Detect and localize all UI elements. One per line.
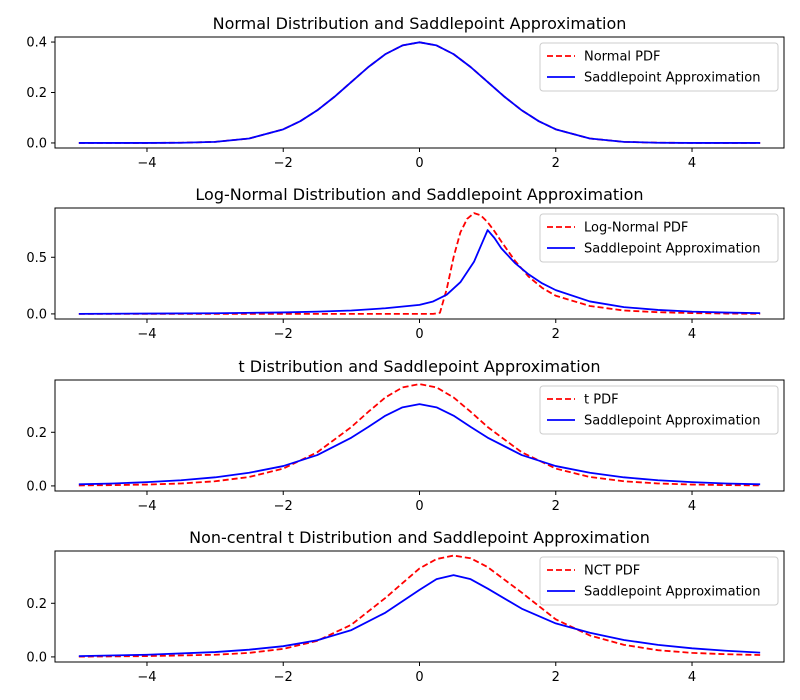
x-tick-label: −2 — [274, 156, 293, 171]
y-tick-label: 0.2 — [26, 86, 47, 101]
subplot-title: Non-central t Distribution and Saddlepoi… — [189, 528, 650, 547]
legend: t PDF Saddlepoint Approximation — [539, 385, 779, 435]
x-tick-label: 0 — [415, 670, 423, 685]
legend-label: Log-Normal PDF — [584, 221, 688, 236]
y-tick-label: 0.0 — [26, 307, 47, 322]
subplot-title: t Distribution and Saddlepoint Approxima… — [238, 357, 600, 376]
x-tick-label: 0 — [415, 156, 423, 171]
y-tick-label: 0.2 — [26, 597, 47, 612]
series-line-1 — [78, 383, 761, 487]
legend-label: Normal PDF — [584, 50, 661, 65]
x-tick-label: −4 — [137, 499, 156, 514]
x-tick-label: 4 — [688, 499, 696, 514]
y-tick-label: 0.0 — [26, 479, 47, 494]
x-tick-label: −2 — [274, 327, 293, 342]
series-line-2 — [78, 403, 761, 486]
series-line-1 — [78, 554, 761, 658]
x-tick-label: −2 — [274, 499, 293, 514]
y-tick-label: 0.0 — [26, 650, 47, 665]
legend: Log-Normal PDF Saddlepoint Approximation — [539, 213, 779, 263]
legend: Normal PDF Saddlepoint Approximation — [539, 42, 779, 92]
x-tick-label: 2 — [552, 499, 560, 514]
x-tick-label: −4 — [137, 670, 156, 685]
legend-label: Saddlepoint Approximation — [584, 414, 760, 429]
x-tick-label: 2 — [552, 670, 560, 685]
y-tick-label: 0.5 — [26, 251, 47, 266]
legend-label: Saddlepoint Approximation — [584, 71, 760, 86]
subplot-title: Log-Normal Distribution and Saddlepoint … — [195, 185, 643, 204]
legend-label: NCT PDF — [584, 564, 640, 579]
legend-label: t PDF — [584, 393, 619, 408]
subplot-title: Normal Distribution and Saddlepoint Appr… — [213, 14, 627, 33]
legend-box — [539, 42, 779, 92]
legend-box — [539, 556, 779, 606]
series-line-2 — [78, 41, 761, 144]
x-tick-label: −4 — [137, 327, 156, 342]
legend-label: Saddlepoint Approximation — [584, 585, 760, 600]
series-line-2 — [78, 229, 761, 315]
x-tick-label: −4 — [137, 156, 156, 171]
subplot-2: Log-Normal Distribution and Saddlepoint … — [26, 185, 785, 342]
x-tick-label: 4 — [688, 670, 696, 685]
series-line-2 — [78, 574, 761, 657]
legend-label: Saddlepoint Approximation — [584, 242, 760, 257]
x-tick-label: 4 — [688, 327, 696, 342]
x-tick-label: 2 — [552, 327, 560, 342]
subplot-3: t Distribution and Saddlepoint Approxima… — [26, 357, 785, 514]
y-tick-label: 0.4 — [26, 36, 47, 51]
legend-box — [539, 385, 779, 435]
y-tick-label: 0.2 — [26, 426, 47, 441]
x-tick-label: 0 — [415, 499, 423, 514]
y-tick-label: 0.0 — [26, 136, 47, 151]
x-tick-label: −2 — [274, 670, 293, 685]
subplot-4: Non-central t Distribution and Saddlepoi… — [26, 528, 785, 685]
x-tick-label: 2 — [552, 156, 560, 171]
legend: NCT PDF Saddlepoint Approximation — [539, 556, 779, 606]
subplot-1: Normal Distribution and Saddlepoint Appr… — [26, 14, 785, 171]
x-tick-label: 4 — [688, 156, 696, 171]
legend-box — [539, 213, 779, 263]
x-tick-label: 0 — [415, 327, 423, 342]
